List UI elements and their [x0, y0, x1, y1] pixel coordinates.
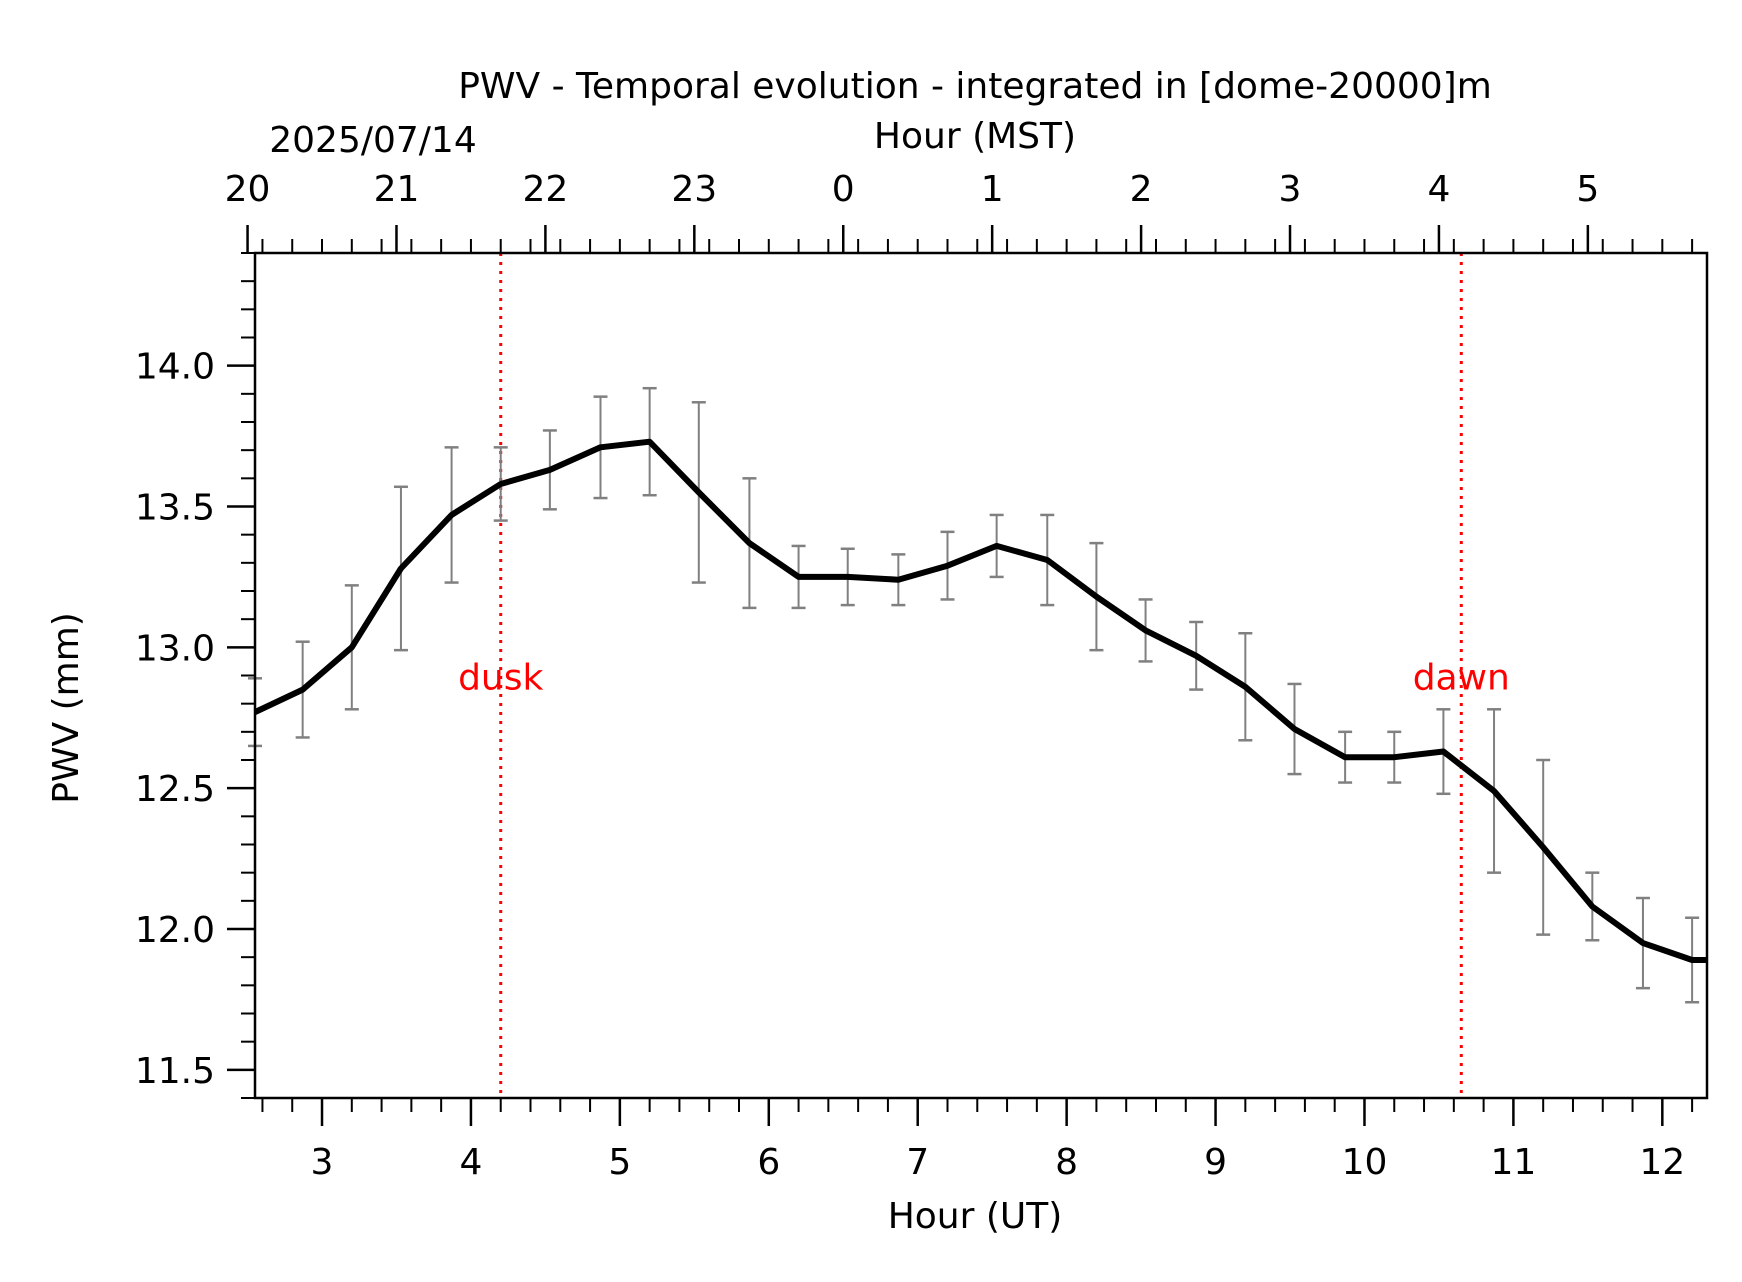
x-tick-label: 3 — [311, 1142, 334, 1183]
x-tick-label: 10 — [1342, 1142, 1388, 1183]
y-axis-label: PWV (mm) — [46, 612, 87, 804]
y-tick-label: 12.0 — [135, 910, 215, 951]
pwv-series-line — [253, 438, 1707, 963]
y-tick-label: 13.5 — [135, 488, 215, 529]
x-tick-label: 5 — [608, 1142, 631, 1183]
y-tick-label: 12.5 — [135, 769, 215, 810]
x-tick-label: 8 — [1055, 1142, 1078, 1183]
x-tick-label: 7 — [906, 1142, 929, 1183]
dawn-label: dawn — [1413, 658, 1510, 699]
plot-frame — [253, 251, 1709, 1100]
date-label: 2025/07/14 — [269, 120, 477, 161]
x-tick-label: 9 — [1204, 1142, 1227, 1183]
top-tick-label: 21 — [374, 169, 420, 210]
x-tick-label: 4 — [459, 1142, 482, 1183]
x-tick-label: 11 — [1490, 1142, 1536, 1183]
dusk-label: dusk — [458, 658, 543, 699]
annotation-layer: dusk dawn — [458, 253, 1510, 1098]
y-tick-label: 13.0 — [135, 628, 215, 669]
chart-title: PWV - Temporal evolution - integrated in… — [458, 66, 1492, 107]
top-tick-label: 22 — [522, 169, 568, 210]
top-tick-label: 23 — [671, 169, 717, 210]
top-tick-label: 0 — [832, 169, 855, 210]
top-tick-label: 3 — [1279, 169, 1302, 210]
top-tick-label: 5 — [1576, 169, 1599, 210]
x-axis-label: Hour (UT) — [888, 1196, 1063, 1237]
y-tick-label: 14.0 — [135, 347, 215, 388]
top-tick-label: 20 — [225, 169, 271, 210]
y-tick-label: 11.5 — [135, 1051, 215, 1092]
x-tick-label: 6 — [757, 1142, 780, 1183]
x-tick-label: 12 — [1639, 1142, 1685, 1183]
top-tick-label: 4 — [1427, 169, 1450, 210]
top-tick-label: 1 — [981, 169, 1004, 210]
top-axis-label: Hour (MST) — [874, 116, 1076, 157]
top-tick-label: 2 — [1130, 169, 1153, 210]
